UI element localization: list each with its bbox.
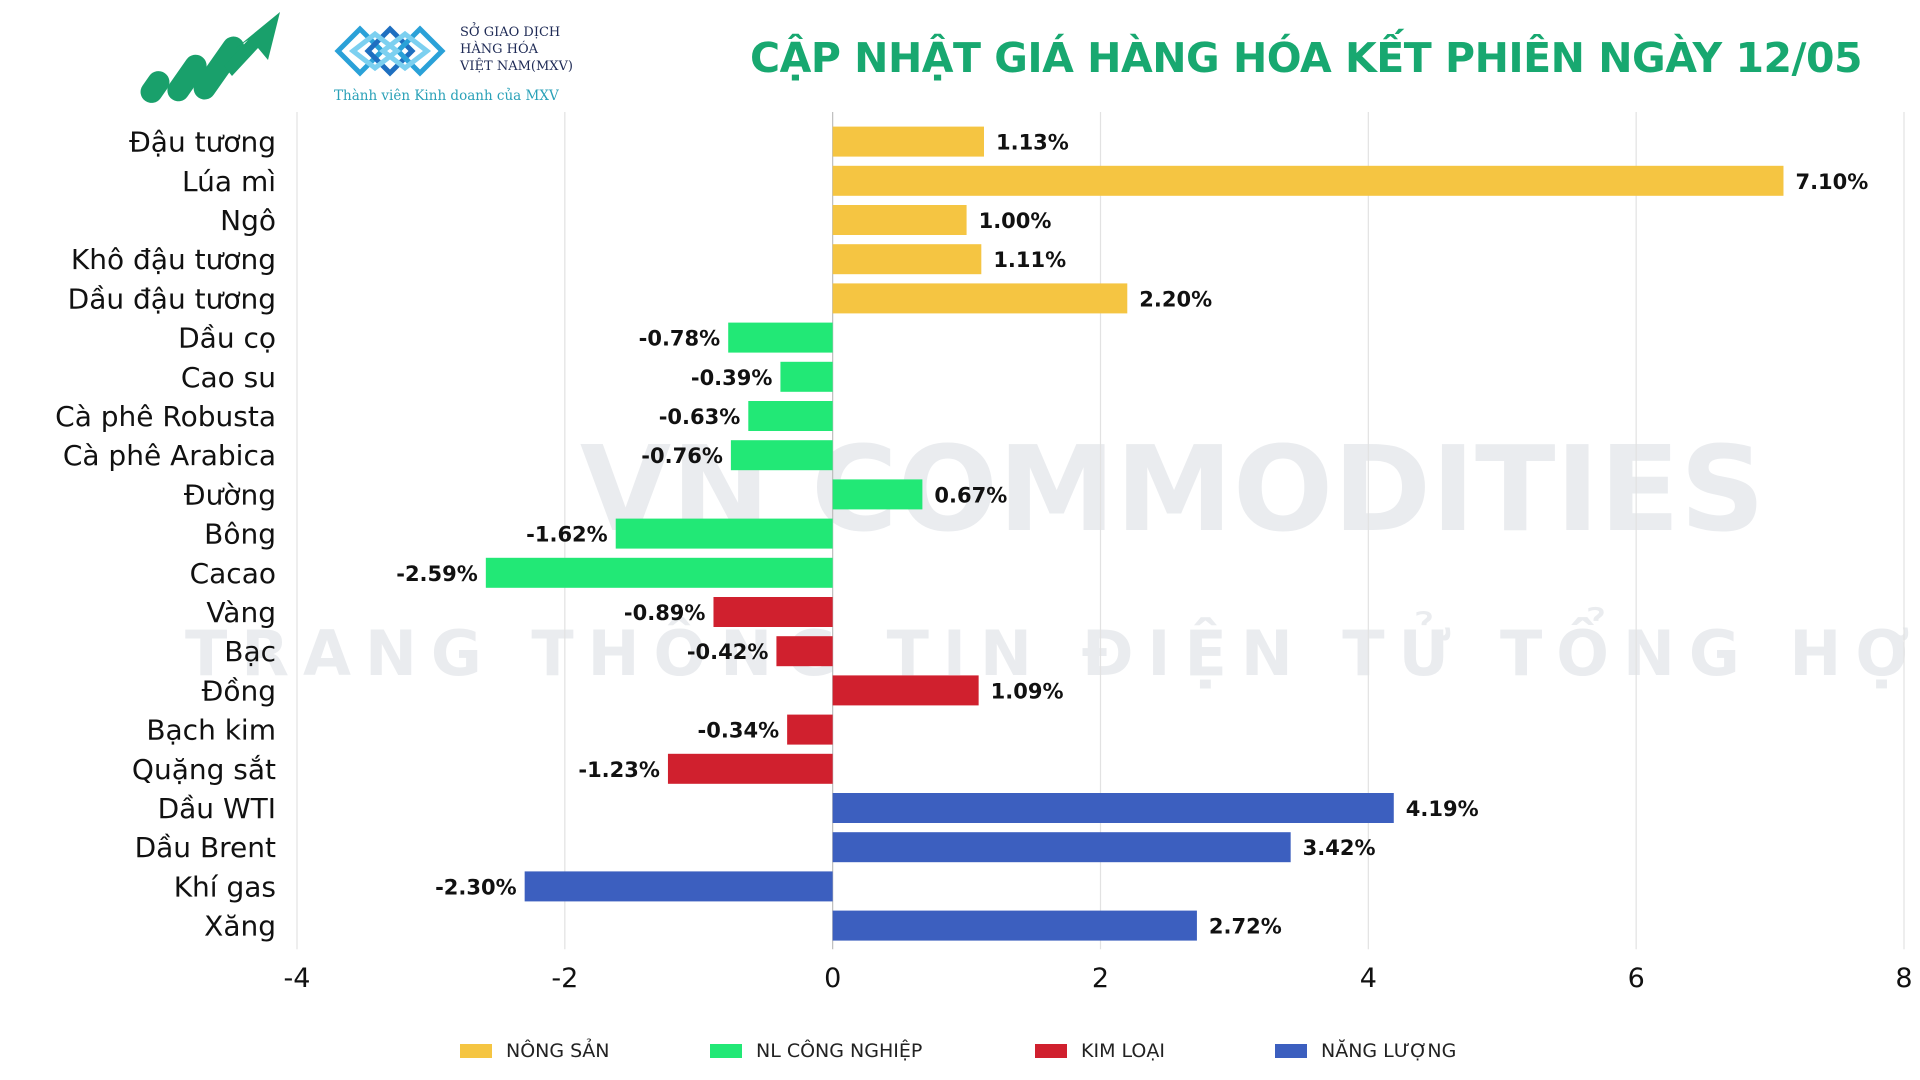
x-tick-label: 2 [1092, 963, 1109, 994]
category-label: Dầu đậu tương [68, 282, 276, 315]
legend-label-nl-cong-nghiep: NL CÔNG NGHIỆP [756, 1040, 923, 1062]
x-tick-label: 4 [1360, 963, 1377, 994]
value-label: 3.42% [1303, 836, 1376, 860]
category-label: Đậu tương [129, 126, 276, 159]
mxv-line-2: HÀNG HÓA [460, 42, 538, 57]
category-label: Dầu WTI [158, 792, 276, 825]
value-label: -0.63% [659, 405, 741, 429]
category-label: Lúa mì [182, 165, 276, 198]
value-label: 1.11% [993, 248, 1066, 272]
legend-swatch-nang-luong [1275, 1044, 1307, 1058]
bar [713, 597, 833, 627]
category-label: Quặng sắt [132, 753, 276, 786]
bar [832, 793, 1394, 823]
legend-item-nang-luong: NĂNG LƯỢNG [1275, 1040, 1456, 1062]
mxv-tagline: Thành viên Kinh doanh của MXV [334, 88, 559, 104]
bar [787, 714, 833, 745]
chart-growth-arrow-icon [140, 12, 280, 103]
legend-label-nang-luong: NĂNG LƯỢNG [1321, 1040, 1457, 1062]
legend-swatch-nong-san [460, 1044, 492, 1058]
value-label: 1.00% [979, 209, 1052, 233]
bar [832, 283, 1128, 314]
category-label: Cà phê Arabica [63, 439, 276, 472]
value-label: 4.19% [1406, 797, 1479, 821]
page-title: CẬP NHẬT GIÁ HÀNG HÓA KẾT PHIÊN NGÀY 12/… [750, 34, 1863, 82]
category-label: Vàng [206, 596, 276, 629]
bar [832, 832, 1291, 863]
bar [667, 753, 833, 784]
x-tick-label: 6 [1628, 963, 1645, 994]
value-label: -1.23% [578, 758, 660, 782]
category-label: Ngô [220, 204, 276, 237]
x-tick-label: -2 [551, 963, 578, 994]
x-tick-label: 8 [1895, 963, 1912, 994]
category-label: Dầu cọ [178, 322, 276, 355]
category-label: Cà phê Robusta [55, 400, 276, 433]
mxv-line-1: SỞ GIAO DỊCH [460, 25, 561, 40]
bar [832, 165, 1784, 196]
watermark: VN COMMODITIES TRANG THÔNG TIN ĐIỆN TỬ T… [185, 420, 1920, 690]
value-label: 1.09% [991, 679, 1064, 703]
category-label: Bông [204, 518, 276, 551]
value-label: 1.13% [996, 131, 1069, 155]
mxv-logo: SỞ GIAO DỊCH HÀNG HÓA VIỆT NAM(MXV) Thàn… [334, 22, 574, 112]
bar [730, 440, 833, 471]
legend-label-nong-san: NÔNG SẢN [506, 1040, 610, 1062]
bar [780, 361, 833, 392]
bar [832, 910, 1197, 941]
category-label: Dầu Brent [135, 831, 276, 864]
bar [728, 322, 833, 353]
x-tick-label: -4 [284, 963, 311, 994]
category-label: Khô đậu tương [71, 243, 276, 276]
mxv-diamond-icon [334, 25, 446, 77]
watermark-line-2: TRANG THÔNG TIN ĐIỆN TỬ TỔNG HỢP [185, 606, 1920, 690]
bar [832, 244, 982, 275]
bar [832, 479, 923, 510]
chart-legend: NÔNG SẢN NL CÔNG NGHIỆP KIM LOẠI NĂNG LƯ… [460, 1040, 1560, 1064]
category-label: Đồng [202, 674, 276, 707]
value-label: 2.20% [1139, 287, 1212, 311]
value-label: -0.34% [698, 719, 780, 743]
legend-swatch-nl-cong-nghiep [710, 1044, 742, 1058]
category-label: Bạc [224, 635, 276, 668]
value-label: -0.39% [691, 366, 773, 390]
value-label: -2.30% [435, 875, 517, 899]
legend-swatch-kim-loai [1035, 1044, 1067, 1058]
mxv-line-3: VIỆT NAM(MXV) [460, 59, 573, 74]
bar [832, 675, 979, 706]
bar [776, 636, 833, 667]
value-label: -0.78% [639, 327, 721, 351]
bar [524, 871, 833, 902]
category-label: Đường [184, 478, 276, 511]
bar [832, 126, 984, 157]
category-label: Bạch kim [146, 714, 276, 747]
category-label: Cacao [190, 557, 276, 590]
value-label: 2.72% [1209, 915, 1282, 939]
legend-item-kim-loai: KIM LOẠI [1035, 1040, 1165, 1062]
value-label: -1.62% [526, 523, 608, 547]
value-label: -0.89% [624, 601, 706, 625]
bar [485, 557, 833, 588]
bar-chart: VN COMMODITIES TRANG THÔNG TIN ĐIỆN TỬ T… [55, 112, 1920, 994]
value-label: -2.59% [396, 562, 478, 586]
value-label: 7.10% [1795, 170, 1868, 194]
bar [748, 401, 833, 431]
category-label: Xăng [204, 910, 276, 943]
category-label: Khí gas [174, 870, 276, 903]
value-label: 0.67% [934, 483, 1007, 507]
legend-item-nong-san: NÔNG SẢN [460, 1040, 609, 1062]
bar [615, 518, 833, 549]
value-label: -0.42% [687, 640, 769, 664]
x-tick-label: 0 [824, 963, 841, 994]
value-label: -0.76% [641, 444, 723, 468]
bar [832, 205, 967, 235]
legend-item-nl-cong-nghiep: NL CÔNG NGHIỆP [710, 1040, 922, 1062]
category-label: Cao su [181, 361, 276, 394]
legend-label-kim-loai: KIM LOẠI [1081, 1040, 1165, 1062]
